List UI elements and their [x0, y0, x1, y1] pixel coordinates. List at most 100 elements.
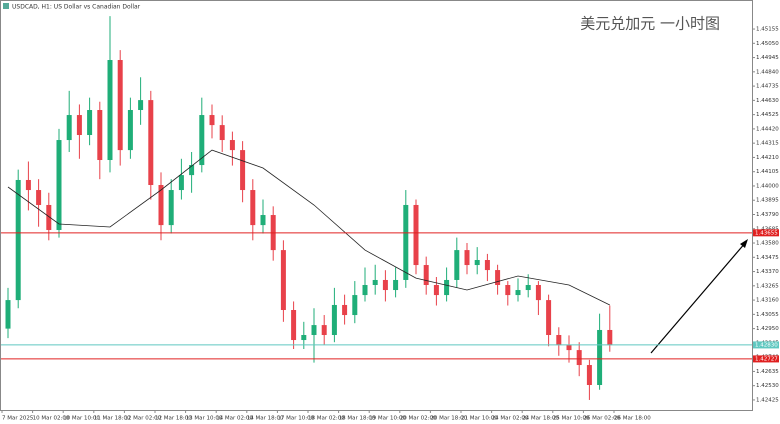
- y-tick-label: 1.42635: [756, 369, 779, 375]
- candle-body: [25, 179, 31, 191]
- y-tick-label: 1.44210: [756, 155, 779, 161]
- y-tick-label: 1.45050: [756, 41, 779, 47]
- candle-body: [76, 115, 82, 136]
- y-tick-label: 1.44105: [756, 169, 779, 175]
- candle-body: [66, 115, 72, 141]
- candle-body: [97, 110, 103, 161]
- candle-body: [607, 329, 613, 346]
- price-label-bg: [753, 229, 779, 237]
- price-label-bg: [753, 341, 779, 349]
- price-label: 1.42830: [755, 342, 778, 348]
- x-tick-label: 18 Mar 18:00: [339, 416, 376, 422]
- y-tick-label: 1.42425: [756, 397, 779, 403]
- candle-body: [454, 250, 460, 280]
- candle-body: [250, 190, 256, 226]
- x-tick-label: 25 Mar 10:00: [553, 416, 590, 422]
- candle-body: [229, 140, 235, 151]
- candle-body: [413, 204, 419, 266]
- candle-body: [107, 60, 113, 161]
- candle-body: [556, 335, 562, 346]
- x-tick-label: 21 Mar 10:00: [461, 416, 498, 422]
- y-tick-label: 1.44630: [756, 98, 779, 104]
- x-tick-label: 20 Mar 18:00: [430, 416, 467, 422]
- candle-body: [56, 140, 62, 230]
- y-tick-label: 1.42950: [756, 326, 779, 332]
- candle-body: [260, 215, 266, 226]
- y-tick-label: 1.43580: [756, 241, 779, 247]
- candle-body: [87, 110, 93, 136]
- x-tick-label: 11 Mar 18:00: [94, 416, 131, 422]
- candle-body: [433, 285, 439, 296]
- candle-body: [331, 304, 337, 336]
- candle-body: [117, 60, 123, 151]
- y-tick-label: 1.43475: [756, 255, 779, 261]
- candle-body: [515, 290, 521, 296]
- y-tick-label: 1.43160: [756, 298, 779, 304]
- candle-body: [199, 115, 205, 166]
- y-tick-label: 1.42530: [756, 383, 779, 389]
- x-tick-label: 26 Mar 18:00: [614, 416, 651, 422]
- candle-body: [138, 100, 144, 111]
- candle-body: [566, 345, 572, 351]
- candle-body: [168, 190, 174, 226]
- candle-body: [178, 175, 184, 191]
- x-tick-label: 17 Mar 10:00: [277, 416, 314, 422]
- x-tick-label: 14 Mar 02:00: [216, 416, 253, 422]
- candle-body: [209, 115, 215, 126]
- candle-body: [321, 325, 327, 336]
- candle-body: [586, 365, 592, 386]
- candle-body: [127, 110, 133, 151]
- candle-body: [352, 295, 358, 316]
- price-label: 1.43655: [755, 230, 778, 236]
- candle-body: [444, 279, 450, 296]
- moving-average: [7, 149, 610, 306]
- candle-body: [15, 179, 21, 301]
- y-tick-label: 1.44315: [756, 141, 779, 147]
- x-tick-label: 19 Mar 10:00: [369, 416, 406, 422]
- price-label-bg: [753, 355, 779, 363]
- x-tick-label: 10 Mar 10:00: [63, 416, 100, 422]
- candle-body: [301, 335, 307, 341]
- plot-frame: [0, 0, 753, 411]
- y-tick-label: 1.43895: [756, 198, 779, 204]
- candle-body: [372, 279, 378, 286]
- candle-body: [189, 165, 195, 176]
- y-tick-label: 1.43370: [756, 269, 779, 275]
- y-tick-label: 1.44840: [756, 69, 779, 75]
- candle-body: [311, 325, 317, 336]
- candle-body: [382, 279, 388, 291]
- candle-body: [597, 329, 603, 386]
- candle-body: [535, 285, 541, 301]
- candle-body: [342, 304, 348, 316]
- candle-body: [240, 150, 246, 191]
- y-tick-label: 1.43265: [756, 283, 779, 289]
- candle-body: [158, 185, 164, 226]
- y-tick-label: 1.43055: [756, 312, 779, 318]
- x-tick-label: 20 Mar 02:00: [400, 416, 437, 422]
- x-tick-label: 26 Mar 02:00: [583, 416, 620, 422]
- candle-body: [505, 285, 511, 296]
- candle-body: [403, 204, 409, 280]
- price-label: 1.42727: [755, 356, 778, 362]
- chart-title: USDCAD, H1: US Dollar vs Canadian Dollar: [12, 4, 141, 11]
- candle-body: [46, 204, 52, 230]
- x-tick-label: 13 Mar 10:00: [186, 416, 223, 422]
- x-tick-label: 14 Mar 18:00: [247, 416, 284, 422]
- x-tick-label: 12 Mar 02:00: [124, 416, 161, 422]
- x-tick-label: 18 Mar 02:00: [308, 416, 345, 422]
- candle-body: [5, 300, 11, 329]
- candle-body: [362, 285, 368, 296]
- annotation: 美元兑加元 一小时图: [580, 15, 720, 33]
- candle-body: [464, 250, 470, 266]
- x-tick-label: 10 Mar 02:00: [33, 416, 70, 422]
- y-tick-label: 1.43790: [756, 212, 779, 218]
- candle-body: [423, 265, 429, 286]
- x-tick-label: 7 Mar 2025: [2, 416, 34, 422]
- candle-body: [525, 285, 531, 291]
- x-tick-label: 24 Mar 02:00: [492, 416, 529, 422]
- candle-body: [280, 250, 286, 311]
- candle-body: [495, 270, 501, 286]
- x-tick-label: 24 Mar 18:00: [522, 416, 559, 422]
- y-tick-label: 1.43685: [756, 226, 779, 232]
